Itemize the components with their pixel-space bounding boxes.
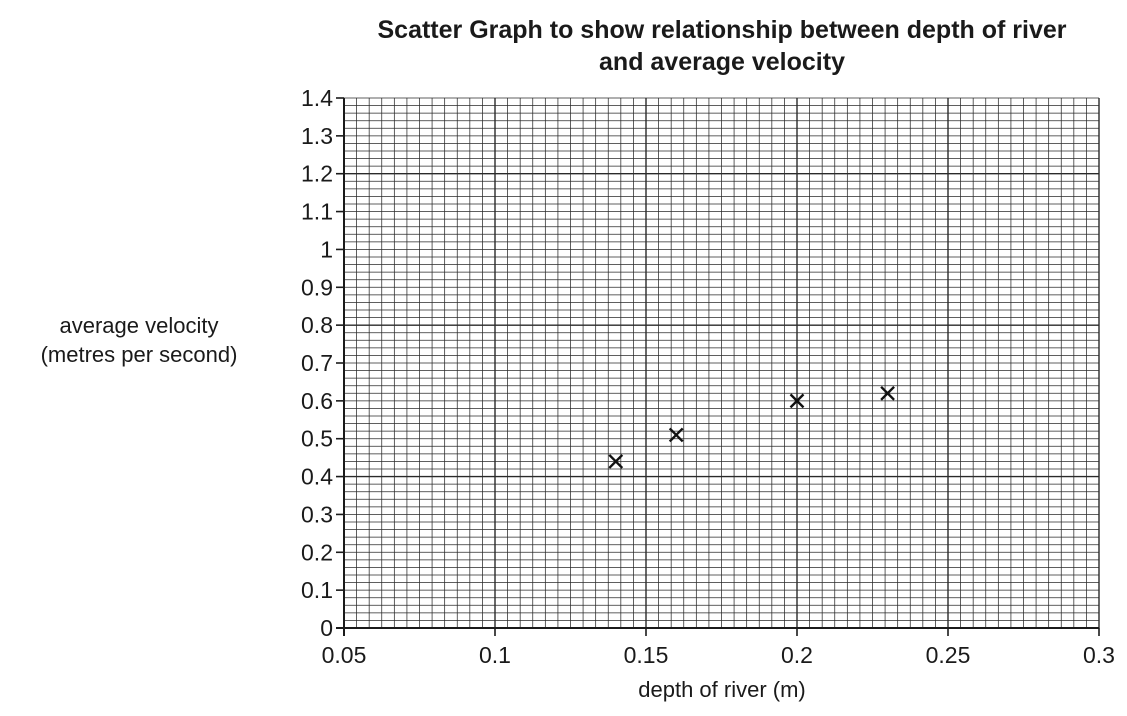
x-tick-label: 0.2 [781,642,813,668]
x-tick-label: 0.3 [1083,642,1115,668]
data-point [789,393,805,409]
tick-labels: 0 0.1 0.2 0.3 0.4 0.5 0.6 0.7 0.8 0.9 1 1.1 1.2 1.3 1.… [301,85,1115,668]
data-point [880,385,895,401]
x-tick-label: 0.05 [322,642,367,668]
y-tick-label: 0.5 [301,426,333,452]
y-axis-label-line-2: (metres per second) [41,342,238,367]
x-tick-label: 0.15 [624,642,669,668]
y-tick-label: 0.1 [301,577,333,603]
data-point [668,427,684,443]
y-tick-label: 1.3 [301,123,333,149]
y-tick-label: 1.4 [301,85,333,111]
y-tick-label: 0.6 [301,388,333,414]
plot-grid [344,97,1100,628]
data-point [608,454,624,469]
data-points [608,385,895,469]
x-axis-label: depth of river (m) [638,677,806,702]
plot-axes [336,97,1100,636]
y-tick-label: 0 [320,615,333,641]
y-tick-label: 1 [320,236,333,262]
y-tick-label: 0.7 [301,350,333,376]
y-axis-label-line-1: average velocity [60,313,219,338]
chart-title-line-2: and average velocity [599,48,845,76]
chart-title-line-1: Scatter Graph to show relationship betwe… [377,16,1066,44]
x-tick-label: 0.1 [479,642,511,668]
y-tick-label: 1.2 [301,161,333,187]
y-tick-label: 1.1 [301,199,333,225]
x-tick-label: 0.25 [926,642,971,668]
y-tick-label: 0.3 [301,501,333,527]
y-tick-label: 0.8 [301,312,333,338]
y-tick-label: 0.2 [301,539,333,565]
y-tick-label: 0.4 [301,464,333,490]
y-tick-label: 0.9 [301,274,333,300]
